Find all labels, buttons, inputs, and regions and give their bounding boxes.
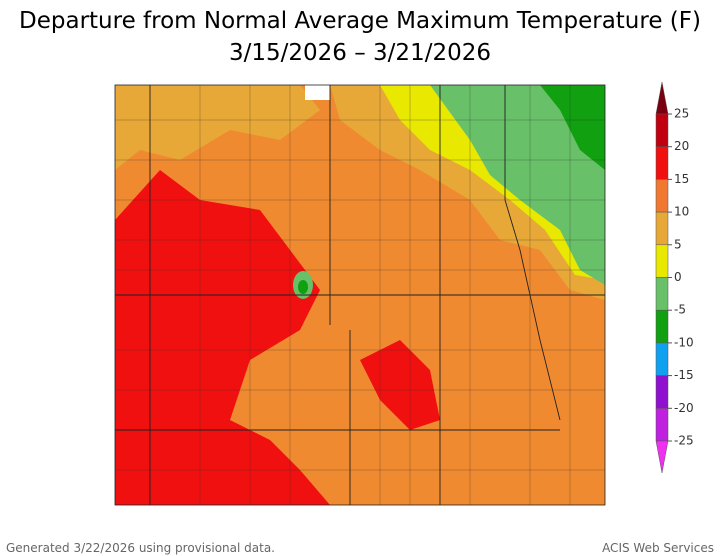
colorbar-band	[655, 342, 669, 376]
colorbar-label: -5	[674, 303, 686, 317]
region	[298, 280, 308, 294]
missing-data	[305, 85, 330, 100]
title-line: 3/15/2026 – 3/21/2026	[229, 40, 491, 66]
colorbar-band	[655, 244, 669, 278]
colorbar-band	[655, 375, 669, 409]
colorbar-label: 20	[674, 139, 689, 153]
region	[115, 85, 320, 170]
region	[430, 85, 605, 285]
region	[540, 85, 605, 170]
colorbar-band	[655, 211, 669, 246]
title-line: Departure from Normal Average Maximum Te…	[19, 8, 701, 34]
colorbar-band	[655, 113, 669, 147]
colorbar-label: -10	[674, 335, 694, 349]
colorbar-band	[655, 408, 669, 442]
colorbar-label: 10	[674, 205, 689, 219]
colorbar-arrow	[655, 81, 669, 115]
colorbar-band	[655, 179, 669, 213]
colorbar-label: 15	[674, 172, 689, 186]
colorbar-band	[655, 309, 669, 344]
map	[114, 84, 606, 506]
colorbar: 25 20 15 10 5 0 -5 -10 -15 -20 -25	[655, 81, 694, 474]
colorbar-label: -15	[674, 368, 694, 382]
colorbar-band	[655, 277, 669, 311]
footer-left: Generated 3/22/2026 using provisional da…	[6, 541, 275, 555]
colorbar-label: -20	[674, 401, 694, 415]
colorbar-arrow	[655, 440, 669, 474]
region	[115, 170, 330, 505]
colorbar-label: 5	[674, 237, 682, 251]
footer-right: ACIS Web Services	[602, 541, 714, 555]
colorbar-band	[655, 146, 669, 180]
colorbar-label: -25	[674, 434, 694, 448]
colorbar-label: 0	[674, 270, 682, 284]
colorbar-label: 25	[674, 107, 689, 121]
